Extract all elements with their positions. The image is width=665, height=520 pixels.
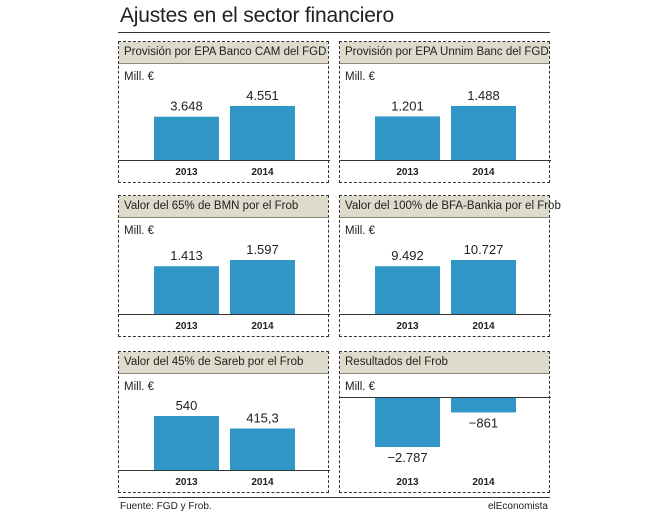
- panel-header: Provisión por EPA Banco CAM del FGD: [119, 42, 328, 64]
- chart-title: Valor del 65% de BMN por el Frob: [124, 200, 299, 212]
- chart-title: Valor del 100% de BFA-Bankia por el Frob: [345, 200, 561, 212]
- chart-svg: 1.201 2013 1.488 2014: [340, 88, 551, 178]
- chart-title: Provisión por EPA Unnim Banc del FGD: [345, 46, 549, 58]
- brand-credit: elEconomista: [487, 501, 548, 512]
- unit-label: Mill. €: [345, 71, 376, 83]
- chart-svg: −2.787 2013 −861 2014: [340, 397, 551, 488]
- value-label-2013: 540: [176, 398, 198, 413]
- chart-svg: 540 2013 415,3 2014: [119, 398, 330, 488]
- value-label-2014: 1.597: [246, 242, 279, 257]
- panel-header: Valor del 65% de BMN por el Frob: [119, 196, 328, 218]
- chart-title: Valor del 45% de Sareb por el Frob: [124, 356, 304, 368]
- unit-label: Mill. €: [124, 225, 155, 237]
- bar-2014: [230, 260, 295, 314]
- chart-title: Provisión por EPA Banco CAM del FGD: [124, 46, 327, 58]
- bar-2013: [154, 416, 219, 470]
- source-note: Fuente: FGD y Frob.: [120, 501, 212, 512]
- panel-header: Provisión por EPA Unnim Banc del FGD: [340, 42, 549, 64]
- bar-2013: [154, 116, 219, 160]
- chart-panel-bmn: Valor del 65% de BMN por el Frob Mill. €…: [118, 195, 330, 337]
- value-label-2013: 3.648: [170, 99, 203, 114]
- unit-label: Mill. €: [124, 71, 155, 83]
- unit-label: Mill. €: [345, 381, 376, 393]
- value-label-2014: −861: [469, 415, 498, 430]
- unit-label: Mill. €: [345, 225, 376, 237]
- panel-header: Resultados del Frob: [340, 352, 549, 374]
- value-label-2014: 4.551: [246, 88, 279, 103]
- chart-title: Resultados del Frob: [345, 356, 448, 368]
- x-tick-label-2013: 2013: [175, 321, 198, 332]
- panel-header: Valor del 45% de Sareb por el Frob: [119, 352, 328, 374]
- x-tick-label-2013: 2013: [175, 477, 198, 488]
- chart-svg: 3.648 2013 4.551 2014: [119, 88, 330, 178]
- value-label-2013: 9.492: [391, 248, 424, 263]
- value-label-2014: 10.727: [464, 242, 504, 257]
- value-label-2014: 1.488: [467, 88, 500, 103]
- x-tick-label-2014: 2014: [472, 167, 495, 178]
- chart-panel-bankia: Valor del 100% de BFA-Bankia por el Frob…: [339, 195, 561, 337]
- x-tick-label-2013: 2013: [396, 167, 419, 178]
- x-tick-label-2014: 2014: [251, 321, 274, 332]
- value-label-2013: 1.413: [170, 248, 203, 263]
- x-tick-label-2014: 2014: [251, 477, 274, 488]
- footer-divider: [118, 497, 550, 498]
- chart-panel-sareb: Valor del 45% de Sareb por el Frob Mill.…: [118, 351, 330, 493]
- x-tick-label-2014: 2014: [251, 167, 274, 178]
- bar-2013: [375, 266, 440, 314]
- x-tick-label-2013: 2013: [396, 321, 419, 332]
- value-label-2013: −2.787: [387, 450, 427, 465]
- bar-2013: [375, 116, 440, 160]
- bar-2014: [451, 397, 516, 413]
- x-tick-label-2014: 2014: [472, 321, 495, 332]
- value-label-2014: 415,3: [246, 410, 279, 425]
- bar-2013: [375, 397, 440, 447]
- x-tick-label-2013: 2013: [175, 167, 198, 178]
- chart-panel-resultados-frob: Resultados del Frob Mill. € −2.787 2013 −8…: [339, 351, 551, 493]
- x-tick-label-2013: 2013: [396, 477, 419, 488]
- bar-2014: [230, 428, 295, 470]
- bar-2014: [451, 260, 516, 314]
- title-divider: [118, 32, 550, 33]
- bar-2014: [451, 106, 516, 160]
- value-label-2013: 1.201: [391, 98, 424, 113]
- page-title: Ajustes en el sector financiero: [120, 4, 394, 27]
- panel-header: Valor del 100% de BFA-Bankia por el Frob: [340, 196, 561, 218]
- bar-2014: [230, 106, 295, 160]
- chart-panel-unnim: Provisión por EPA Unnim Banc del FGD Mil…: [339, 41, 551, 183]
- bar-2013: [154, 266, 219, 314]
- unit-label: Mill. €: [124, 381, 155, 393]
- chart-svg: 1.413 2013 1.597 2014: [119, 242, 330, 332]
- chart-svg: 9.492 2013 10.727 2014: [340, 242, 551, 332]
- x-tick-label-2014: 2014: [472, 477, 495, 488]
- chart-panel-banco-cam: Provisión por EPA Banco CAM del FGD Mill…: [118, 41, 330, 183]
